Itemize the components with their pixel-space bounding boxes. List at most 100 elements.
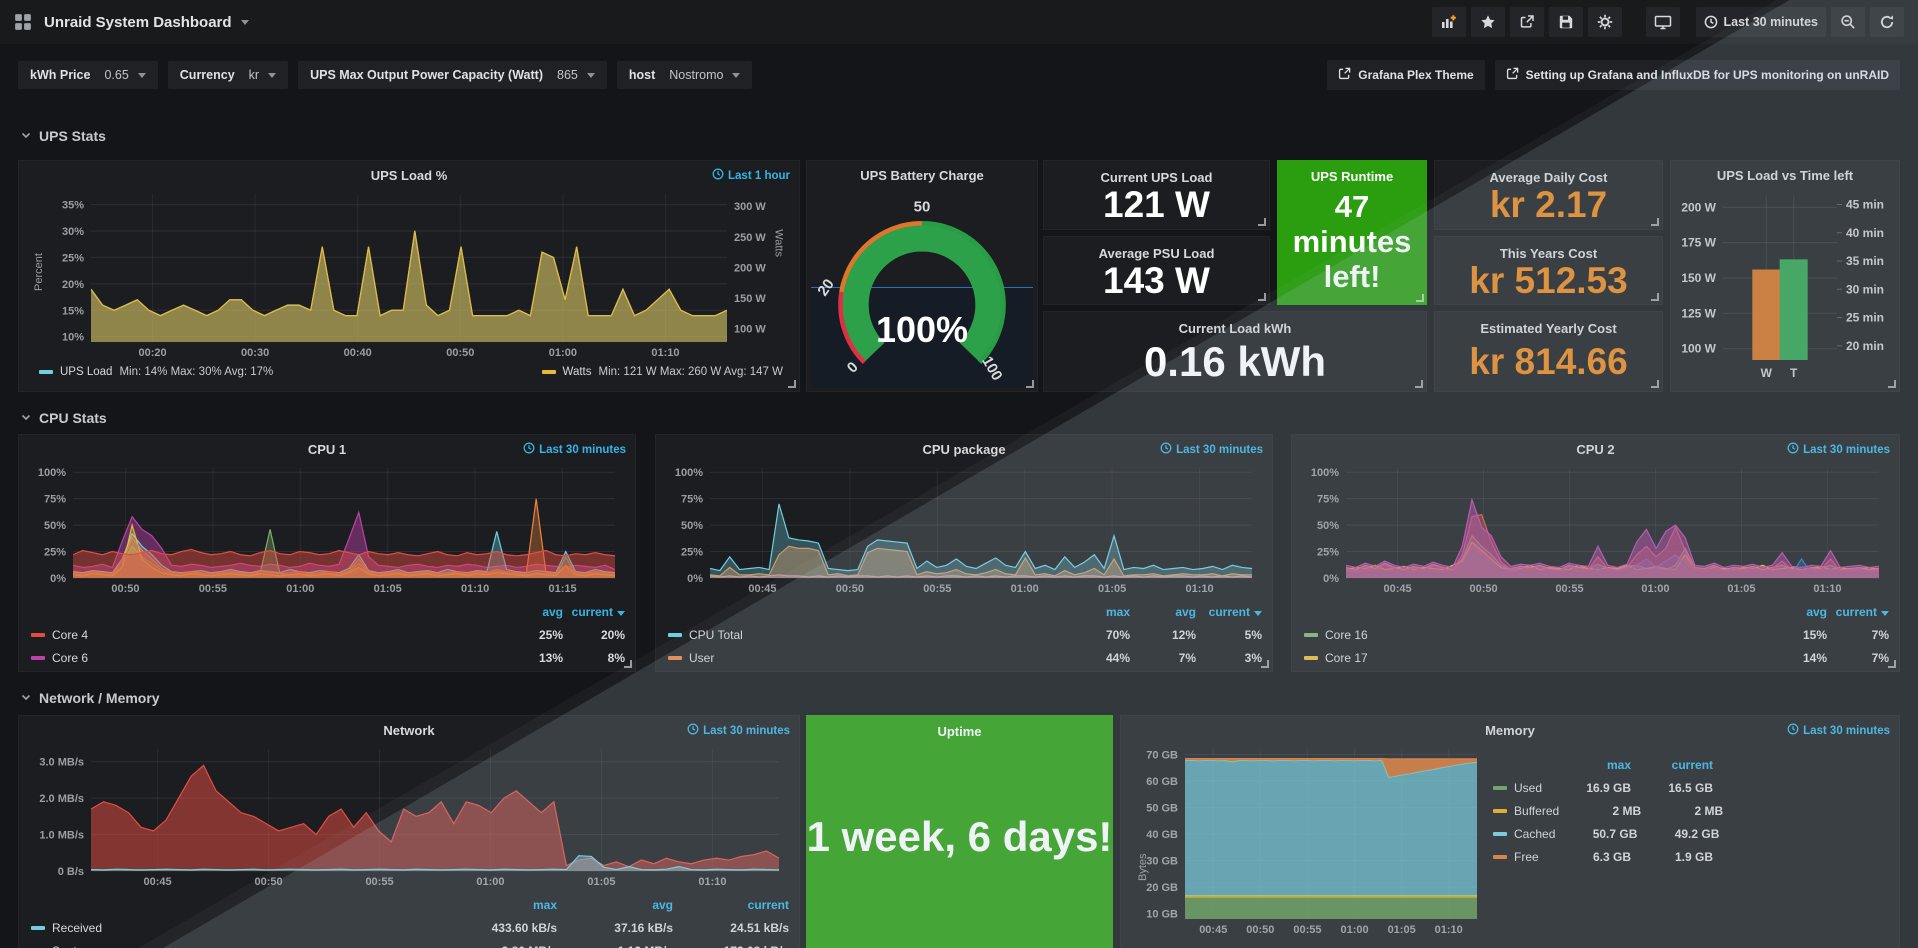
section-cpu-stats[interactable]: CPU Stats xyxy=(20,406,107,430)
panel-current-ups-load: Current UPS Load 121 W xyxy=(1043,160,1270,230)
add-panel-button[interactable] xyxy=(1431,7,1466,37)
legend-col-avg[interactable]: avg xyxy=(1806,604,1827,619)
panel-time-override[interactable]: Last 30 minutes xyxy=(687,723,790,738)
panel-time-override[interactable]: Last 1 hour xyxy=(712,168,790,183)
svg-text:01:00: 01:00 xyxy=(1641,583,1669,595)
add-panel-icon xyxy=(1440,14,1457,30)
cycle-view-button[interactable] xyxy=(1645,7,1680,37)
legend-value: 15% xyxy=(1802,627,1827,642)
svg-text:1.0 MB/s: 1.0 MB/s xyxy=(39,830,84,842)
section-ups-stats[interactable]: UPS Stats xyxy=(20,124,106,148)
panel-ups-runtime: UPS Runtime 47 minutes left! xyxy=(1277,160,1427,305)
network-chart[interactable]: 3.0 MB/s 2.0 MB/s 1.0 MB/s 0 B/s 00:45 00:50 0… xyxy=(25,741,793,891)
time-range-button[interactable]: Last 30 minutes xyxy=(1695,7,1826,37)
legend-swatch-icon xyxy=(1493,785,1508,790)
zoom-out-button[interactable] xyxy=(1831,7,1865,37)
legend-series-name[interactable]: Core 17 xyxy=(1304,651,1765,665)
legend-col-max[interactable]: max xyxy=(1105,604,1130,619)
stat-title: Average Daily Cost xyxy=(1489,170,1608,185)
panel-time-override[interactable]: Last 30 minutes xyxy=(523,442,626,457)
variable-kwh-price[interactable]: kWh Price 0.65 xyxy=(18,61,158,89)
ups-load-chart[interactable]: 35% 30% 25% 20% 15% 10% 300 W 250 W 200 W 150 W 10… xyxy=(25,186,793,362)
legend-col-avg[interactable]: avg xyxy=(652,897,673,912)
legend-swatch-icon xyxy=(1493,808,1508,813)
legend-series-name[interactable]: Received xyxy=(31,921,441,935)
panel-title: UPS Load % xyxy=(370,168,448,183)
section-network-memory[interactable]: Network / Memory xyxy=(20,686,160,710)
chevron-down-icon xyxy=(732,72,741,78)
stat-value: 47 minutes left! xyxy=(1292,189,1412,294)
clock-icon xyxy=(1787,723,1799,738)
legend-series-name[interactable]: Cached xyxy=(1493,827,1555,841)
link-grafana-plex-theme[interactable]: Grafana Plex Theme xyxy=(1327,60,1485,90)
variable-currency[interactable]: Currency kr xyxy=(167,61,289,89)
legend-col-current[interactable]: current xyxy=(1827,605,1889,619)
stat-value: 0.16 kWh xyxy=(1143,337,1327,385)
legend-row: Core 17 14% 7% xyxy=(1304,646,1889,669)
svg-text:30 GB: 30 GB xyxy=(1146,856,1178,868)
svg-text:00:45: 00:45 xyxy=(748,583,776,595)
legend-value: 2 MB xyxy=(1694,803,1724,818)
legend-swatch-icon xyxy=(541,370,556,374)
legend-series-name[interactable]: Core 4 xyxy=(31,628,501,642)
legend-col-current[interactable]: current xyxy=(563,605,625,619)
legend-series-name[interactable]: Sent xyxy=(31,944,441,948)
svg-text:25%: 25% xyxy=(62,252,84,264)
legend-col-avg[interactable]: avg xyxy=(1175,604,1196,619)
save-button[interactable] xyxy=(1548,7,1583,37)
link-ups-monitoring-guide[interactable]: Setting up Grafana and InfluxDB for UPS … xyxy=(1494,60,1900,90)
share-button[interactable] xyxy=(1509,7,1544,37)
variable-ups-max-output[interactable]: UPS Max Output Power Capacity (Watt) 865 xyxy=(298,61,607,89)
cpu2-chart[interactable]: 100% 75% 50% 25% 0% 00:45 00:50 00:55 01:00 01:05… xyxy=(1298,460,1893,598)
panel-time-override[interactable]: Last 30 minutes xyxy=(1787,723,1890,738)
legend-col-avg[interactable]: avg xyxy=(542,604,563,619)
legend-value: 16.9 GB xyxy=(1586,780,1632,795)
legend-series-name[interactable]: Core 16 xyxy=(1304,628,1765,642)
svg-text:300 W: 300 W xyxy=(734,201,766,213)
legend-series-name[interactable]: Used xyxy=(1493,781,1549,795)
legend-col-max[interactable]: max xyxy=(532,897,557,912)
legend-series-name[interactable]: Free xyxy=(1493,850,1549,864)
apps-grid-icon[interactable] xyxy=(14,13,32,31)
panel-title: CPU package xyxy=(922,442,1006,457)
legend-col-current[interactable]: current xyxy=(747,897,789,912)
page-title: Unraid System Dashboard xyxy=(44,13,232,31)
legend-series-name[interactable]: User xyxy=(668,651,1064,665)
svg-text:150 W: 150 W xyxy=(1681,271,1716,285)
section-title: CPU Stats xyxy=(39,410,107,426)
legend-swatch-icon xyxy=(31,655,45,660)
refresh-button[interactable] xyxy=(1870,7,1904,37)
legend-value: 172.08 kB/s xyxy=(673,944,789,948)
svg-text:00:55: 00:55 xyxy=(199,583,227,595)
memory-chart[interactable]: 70 GB 60 GB 50 GB 40 GB 30 GB 20 GB 10 GB 00:45… xyxy=(1127,741,1487,939)
svg-text:00:20: 00:20 xyxy=(138,347,166,359)
cpu-package-chart[interactable]: 100% 75% 50% 25% 0% 00:45 00:50 00:55 01:00 01:05… xyxy=(662,460,1266,598)
legend-series-name[interactable]: Watts Min: 121 W Max: 260 W Avg: 147 W xyxy=(541,366,783,378)
cpu1-chart[interactable]: 100% 75% 50% 25% 0% 00:50 00:55 01:00 01:05 01:10… xyxy=(25,460,629,598)
legend-series-name[interactable]: Core 6 xyxy=(31,651,501,665)
legend-series-name[interactable]: UPS Load Min: 14% Max: 30% Avg: 17% xyxy=(39,366,273,378)
legend-series-name[interactable]: Buffered xyxy=(1493,804,1559,818)
legend-series-name[interactable]: CPU Total xyxy=(668,628,1064,642)
load-vs-time-chart[interactable]: 200 W 175 W 150 W 125 W 100 W 45 min 40 min 35 … xyxy=(1677,186,1893,386)
legend-col-current[interactable]: current xyxy=(1196,605,1262,619)
legend-col-current[interactable]: current xyxy=(1671,757,1714,772)
svg-text:01:05: 01:05 xyxy=(587,876,615,888)
panel-time-override[interactable]: Last 30 minutes xyxy=(1160,442,1263,457)
svg-text:0%: 0% xyxy=(50,573,66,585)
refresh-icon xyxy=(1879,14,1895,30)
dashboard-title-button[interactable]: Unraid System Dashboard xyxy=(44,14,249,31)
settings-button[interactable] xyxy=(1587,7,1622,37)
clock-icon xyxy=(523,442,535,457)
panel-time-override[interactable]: Last 30 minutes xyxy=(1787,442,1890,457)
legend-col-max[interactable]: max xyxy=(1606,757,1632,772)
panel-average-psu-load: Average PSU Load 143 W xyxy=(1043,236,1270,305)
svg-text:50%: 50% xyxy=(681,520,703,532)
star-button[interactable] xyxy=(1470,7,1505,37)
svg-text:01:10: 01:10 xyxy=(698,876,726,888)
clock-icon xyxy=(1787,442,1799,457)
svg-text:175 W: 175 W xyxy=(1681,236,1716,250)
variable-host[interactable]: host Nostromo xyxy=(616,61,753,89)
svg-text:25 min: 25 min xyxy=(1846,311,1884,325)
